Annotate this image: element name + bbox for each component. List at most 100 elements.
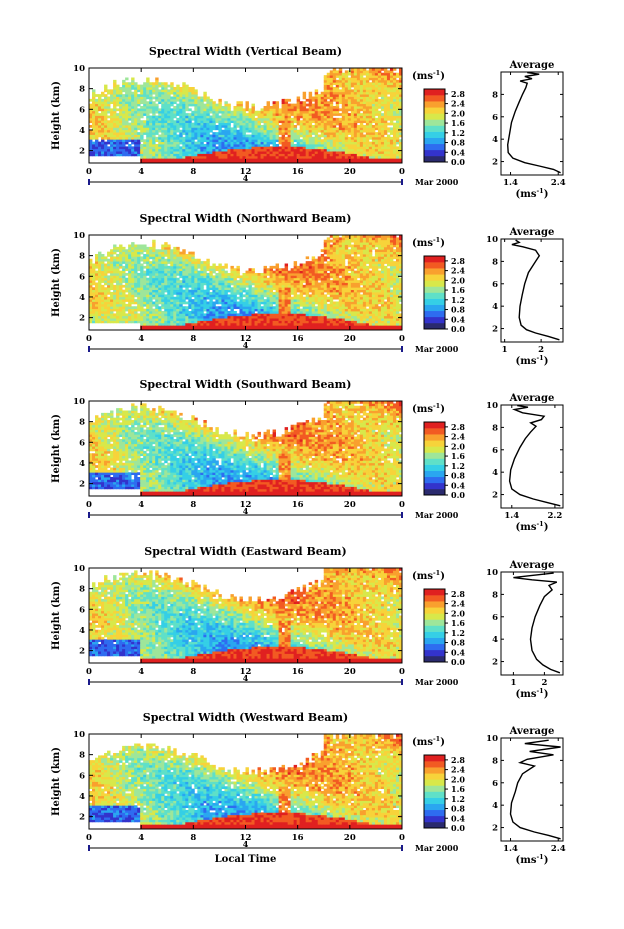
heatmap-cell: [209, 117, 213, 121]
heatmap-cell: [128, 246, 132, 250]
heatmap-cell: [110, 268, 114, 272]
heatmap-cell: [116, 254, 120, 257]
heatmap-cell: [389, 101, 394, 105]
heatmap-cell: [353, 70, 358, 74]
heatmap-cell: [224, 265, 228, 269]
heatmap-cell: [320, 101, 325, 105]
heatmap-cell: [239, 322, 243, 326]
heatmap-cell: [131, 136, 135, 140]
heatmap-cell: [152, 308, 156, 312]
heatmap-cell: [110, 263, 114, 267]
heatmap-cell: [338, 153, 343, 157]
heatmap-cell: [95, 273, 99, 276]
heatmap-cell: [95, 254, 99, 257]
heatmap-cell: [362, 113, 367, 116]
heatmap-cell: [155, 277, 159, 281]
heatmap-cell: [107, 101, 111, 105]
heatmap-cell: [116, 117, 120, 121]
heatmap-cell: [146, 270, 150, 274]
heatmap-cell: [212, 320, 216, 324]
heatmap-cell: [296, 129, 301, 133]
heatmap-cell: [338, 144, 343, 147]
heatmap-cell: [263, 294, 267, 298]
heatmap-cell: [182, 268, 186, 272]
heatmap-cell: [158, 120, 162, 124]
heatmap-cell: [236, 284, 240, 288]
heatmap-cell: [275, 113, 280, 116]
heatmap-cell: [131, 122, 135, 126]
heatmap-cell: [176, 280, 180, 283]
heatmap-cell: [92, 263, 96, 267]
heatmap-cell: [353, 110, 358, 114]
heatmap-cell: [236, 155, 240, 159]
heatmap-cell: [191, 103, 195, 107]
heatmap-cell: [245, 153, 249, 157]
heatmap-cell: [164, 249, 168, 253]
heatmap-cell: [230, 132, 234, 135]
heatmap-cell: [152, 258, 156, 262]
heatmap-cell: [197, 101, 201, 105]
heatmap-cell: [257, 299, 261, 302]
heatmap-cell: [200, 139, 204, 143]
heatmap-cell: [149, 249, 153, 253]
heatmap-cell: [281, 148, 286, 152]
heatmap-cell: [149, 141, 153, 145]
heatmap-cell: [116, 246, 120, 250]
heatmap-cell: [164, 263, 168, 267]
heatmap-cell: [320, 103, 325, 107]
colorbar-tick-label: 1.6: [451, 118, 465, 128]
heatmap-cell: [239, 127, 243, 131]
heatmap-cell: [116, 103, 120, 107]
heatmap-cell: [215, 120, 219, 124]
heatmap-cell: [308, 103, 313, 107]
heatmap-cell: [197, 155, 201, 159]
heatmap-cell: [374, 75, 379, 78]
heatmap-cell: [155, 125, 159, 128]
heatmap-cell: [335, 101, 340, 105]
heatmap-cell: [326, 94, 331, 97]
heatmap-cell: [362, 89, 367, 93]
heatmap-cell: [119, 87, 123, 90]
heatmap-cell: [377, 160, 382, 164]
heatmap-cell: [281, 144, 286, 147]
heatmap-cell: [254, 132, 258, 135]
heatmap-cell: [113, 136, 117, 140]
heatmap-cell: [131, 315, 135, 319]
heatmap-cell: [188, 306, 192, 310]
heatmap-cell: [179, 284, 183, 288]
heatmap-cell: [125, 294, 129, 298]
heatmap-cell: [164, 136, 168, 140]
heatmap-cell: [221, 301, 225, 305]
heatmap-cell: [365, 82, 370, 86]
heatmap-cell: [275, 153, 280, 157]
heatmap-cell: [131, 139, 135, 143]
heatmap-cell: [149, 94, 153, 97]
heatmap-cell: [344, 151, 349, 154]
heatmap-cell: [182, 106, 186, 109]
heatmap-cell: [158, 108, 162, 112]
heatmap-cell: [161, 89, 165, 93]
heatmap-cell: [104, 106, 108, 109]
heatmap-cell: [242, 132, 246, 135]
heatmap-cell: [236, 151, 240, 154]
heatmap-cell: [179, 315, 183, 319]
heatmap-cell: [161, 244, 165, 248]
heatmap-cell: [140, 132, 144, 135]
heatmap-cell: [179, 263, 183, 267]
heatmap-cell: [206, 284, 210, 288]
heatmap-cell: [269, 318, 273, 321]
heatmap-cell: [335, 153, 340, 157]
heatmap-cell: [92, 96, 96, 100]
heatmap-cell: [137, 273, 141, 276]
heatmap-cell: [263, 320, 267, 324]
heatmap-cell: [170, 287, 174, 291]
heatmap-cell: [203, 106, 207, 109]
heatmap-cell: [197, 144, 201, 147]
heatmap-cell: [236, 318, 240, 321]
heatmap-cell: [158, 144, 162, 147]
heatmap-cell: [242, 117, 246, 121]
heatmap-cell: [350, 103, 355, 107]
heatmap-cell: [305, 117, 310, 121]
heatmap-cell: [161, 98, 165, 102]
heatmap-cell: [203, 115, 207, 119]
